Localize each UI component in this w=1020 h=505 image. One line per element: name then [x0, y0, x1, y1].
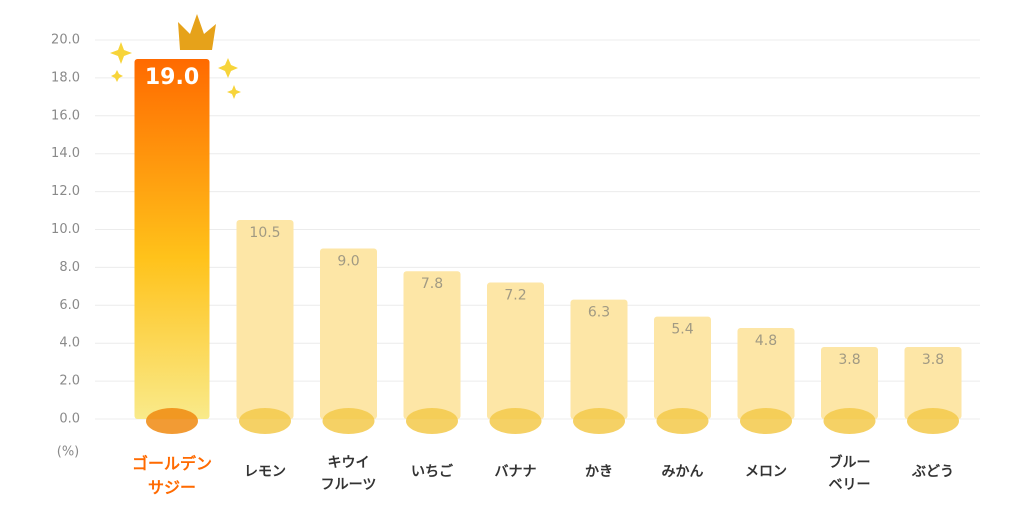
- fruit-icon: [573, 408, 625, 434]
- value-label: 10.5: [249, 225, 280, 241]
- value-label: 19.0: [145, 65, 199, 90]
- bar: [654, 316, 711, 419]
- fruit-icon: [406, 408, 458, 434]
- value-label: 3.8: [922, 352, 944, 368]
- value-label: 4.8: [755, 333, 777, 349]
- x-tick-label: レモン: [244, 464, 286, 480]
- y-tick-label: 12.0: [51, 184, 80, 199]
- fruit-icon: [740, 408, 792, 434]
- y-tick-label: 4.0: [59, 336, 80, 351]
- fruit-icon: [322, 408, 375, 434]
- x-tick-label: みかん: [661, 464, 704, 480]
- bar: [487, 282, 544, 419]
- y-tick-label: 20.0: [51, 33, 80, 48]
- value-label: 9.0: [337, 253, 359, 269]
- x-tick-label: メロン: [745, 464, 787, 480]
- value-label: 7.2: [504, 288, 526, 304]
- bar: [320, 248, 377, 419]
- value-label: 5.4: [671, 322, 693, 338]
- y-tick-label: 0.0: [59, 412, 80, 427]
- fruit-icon: [656, 408, 709, 434]
- x-tick-label: キウイ フルーツ: [320, 455, 377, 493]
- x-tick-label: ブルー ベリー: [828, 455, 871, 493]
- crown: [110, 14, 241, 99]
- value-label: 6.3: [588, 305, 610, 321]
- value-label: 7.8: [421, 276, 443, 292]
- bar: [570, 299, 628, 419]
- fruit-icon: [907, 408, 959, 434]
- y-tick-label: 8.0: [59, 260, 80, 275]
- bar: [134, 58, 210, 419]
- y-tick-label: 6.0: [59, 298, 80, 313]
- bar: [236, 220, 294, 419]
- bar: [904, 346, 962, 419]
- x-tick-label: いちご: [411, 464, 453, 480]
- x-tick-label: かき: [585, 464, 613, 480]
- fruit-icon: [489, 408, 542, 434]
- y-tick-label: 10.0: [51, 222, 80, 237]
- value-label: 3.8: [838, 352, 860, 368]
- y-tick-label: 18.0: [51, 70, 80, 85]
- y-tick-label: 16.0: [51, 108, 80, 123]
- fruit-icon: [823, 408, 876, 434]
- bar: [403, 271, 461, 419]
- y-tick-label: 2.0: [59, 374, 80, 389]
- unit-label: (%): [57, 445, 80, 460]
- y-tick-label: 14.0: [51, 146, 80, 161]
- x-tick-label: ゴールデン サジー: [131, 454, 212, 497]
- fruit-icon: [239, 408, 291, 434]
- x-tick-label: ぶどう: [912, 464, 954, 480]
- x-tick-label: バナナ: [494, 464, 537, 480]
- bar: [737, 328, 795, 419]
- fruit-icon: [146, 408, 198, 434]
- bar: [821, 346, 878, 419]
